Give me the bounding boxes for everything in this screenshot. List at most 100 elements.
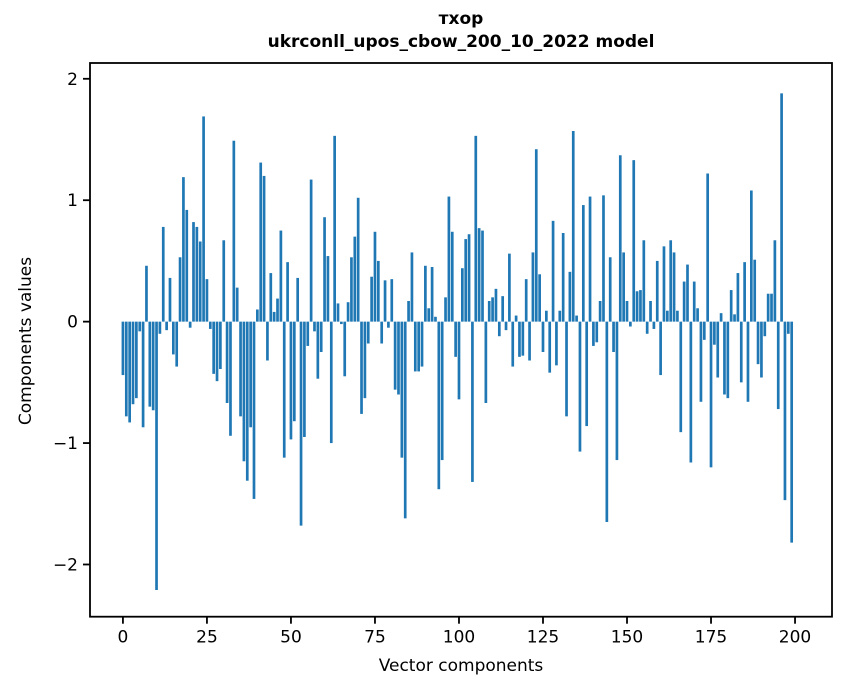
bar xyxy=(528,321,531,361)
bar xyxy=(548,321,552,373)
x-tick-label: 200 xyxy=(779,628,811,648)
bar xyxy=(178,257,182,322)
bar xyxy=(346,302,350,322)
bar xyxy=(440,321,444,461)
bar xyxy=(269,273,273,322)
chart-subtitle: ukrconll_upos_cbow_200_10_2022 model xyxy=(267,32,655,52)
bar xyxy=(642,240,646,322)
bar xyxy=(602,195,605,322)
bar xyxy=(659,321,662,376)
bar xyxy=(252,321,256,499)
bar xyxy=(545,310,548,322)
bar xyxy=(276,298,279,322)
bar xyxy=(235,287,239,322)
bar xyxy=(743,262,746,322)
bar xyxy=(242,321,246,462)
bar xyxy=(192,222,195,322)
bar xyxy=(215,321,219,382)
bar xyxy=(538,274,541,322)
bar xyxy=(592,321,595,346)
bar xyxy=(696,308,699,322)
bar xyxy=(776,321,780,410)
bar xyxy=(417,321,420,372)
x-axis-label: Vector components xyxy=(378,656,544,676)
bar xyxy=(665,310,669,322)
bar xyxy=(356,197,360,322)
bar xyxy=(723,321,726,395)
bar xyxy=(219,321,222,369)
bar xyxy=(198,241,202,322)
bar xyxy=(555,321,558,366)
x-tick-label: 175 xyxy=(695,628,727,648)
bar xyxy=(316,321,320,379)
x-tick-label: 125 xyxy=(527,628,559,648)
bar xyxy=(138,321,142,332)
bar xyxy=(474,135,478,322)
bar xyxy=(598,300,602,322)
bar xyxy=(605,321,609,522)
bar xyxy=(733,314,736,322)
bar xyxy=(444,297,447,322)
bar xyxy=(333,135,336,322)
bar xyxy=(511,321,515,367)
bar xyxy=(387,321,390,328)
bar xyxy=(561,233,565,322)
bar xyxy=(430,266,434,322)
bar xyxy=(461,268,464,322)
bar xyxy=(760,321,763,378)
bar xyxy=(682,281,686,322)
bar xyxy=(182,177,185,322)
bar xyxy=(128,321,131,423)
bar xyxy=(205,279,209,322)
bar xyxy=(202,116,205,322)
bar xyxy=(366,321,370,344)
bar xyxy=(145,265,148,322)
bar xyxy=(689,321,693,463)
x-tick-label: 150 xyxy=(611,628,643,648)
bar xyxy=(790,321,794,543)
bar xyxy=(350,257,353,322)
bar xyxy=(632,160,636,322)
bar xyxy=(292,321,296,422)
bar xyxy=(454,321,457,357)
bar xyxy=(581,205,585,322)
bar xyxy=(756,321,760,365)
bar xyxy=(770,293,773,322)
bar xyxy=(565,321,568,417)
bar xyxy=(531,252,535,322)
bar xyxy=(551,220,555,322)
bar xyxy=(266,321,269,361)
bar xyxy=(702,321,706,340)
bar xyxy=(595,321,599,343)
bar xyxy=(585,321,589,427)
bar xyxy=(625,300,629,322)
bar xyxy=(286,262,289,322)
bar xyxy=(329,321,333,444)
bar xyxy=(487,300,491,322)
bar xyxy=(534,149,538,322)
bar xyxy=(457,321,461,400)
bar xyxy=(719,313,723,322)
bar xyxy=(296,277,300,322)
bar xyxy=(262,175,266,322)
bar xyxy=(158,321,162,334)
bar xyxy=(141,321,145,428)
bar xyxy=(716,321,720,378)
bar xyxy=(726,321,730,399)
bar xyxy=(608,257,612,322)
bar xyxy=(471,321,474,482)
bar xyxy=(232,140,236,322)
bar xyxy=(676,310,679,322)
bar xyxy=(521,321,525,356)
bar xyxy=(309,179,313,322)
bar xyxy=(706,173,710,322)
bar xyxy=(773,240,777,322)
bar xyxy=(672,252,676,322)
x-tick-label: 25 xyxy=(196,628,218,648)
bar xyxy=(229,321,232,436)
bar xyxy=(383,280,387,322)
bar xyxy=(437,321,441,490)
bar xyxy=(279,230,283,322)
bar xyxy=(464,239,468,322)
